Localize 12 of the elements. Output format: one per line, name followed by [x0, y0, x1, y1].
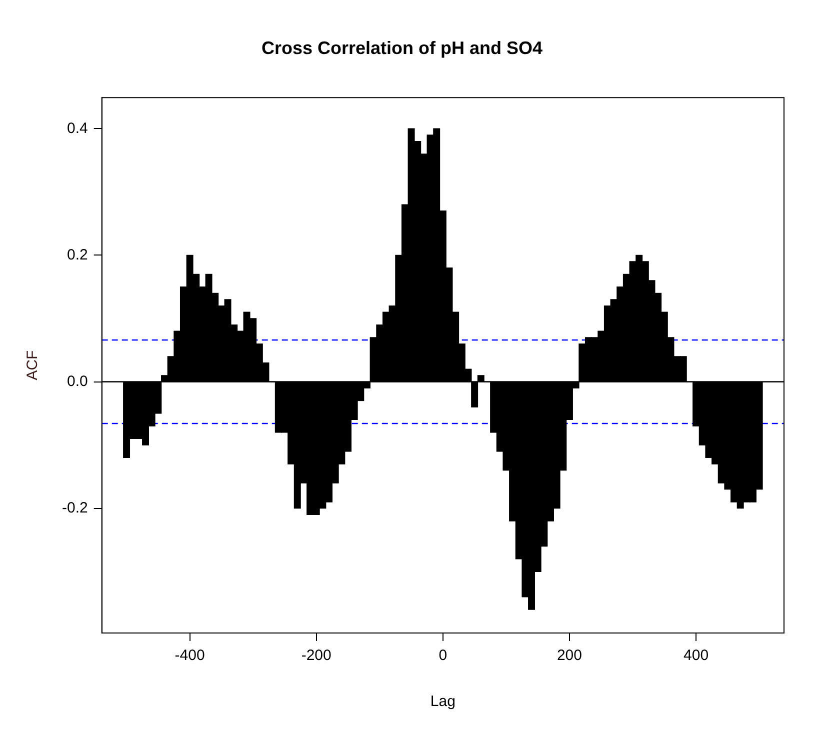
x-tick-label: 200 — [556, 647, 582, 664]
x-tick-label: -200 — [301, 647, 332, 664]
y-tick-label: 0.2 — [66, 246, 88, 264]
y-tick-label: -0.2 — [62, 499, 88, 516]
y-axis-title: ACF — [24, 350, 42, 380]
x-tick-label: 400 — [684, 647, 709, 664]
chart-title: Cross Correlation of pH and SO4 — [261, 38, 543, 58]
x-tick-label: 0 — [438, 647, 448, 664]
y-tick-label: 0.4 — [66, 120, 88, 137]
x-axis-title: Lag — [430, 693, 456, 710]
x-tick-label: -400 — [174, 647, 205, 664]
y-tick-label: 0.0 — [66, 372, 88, 390]
